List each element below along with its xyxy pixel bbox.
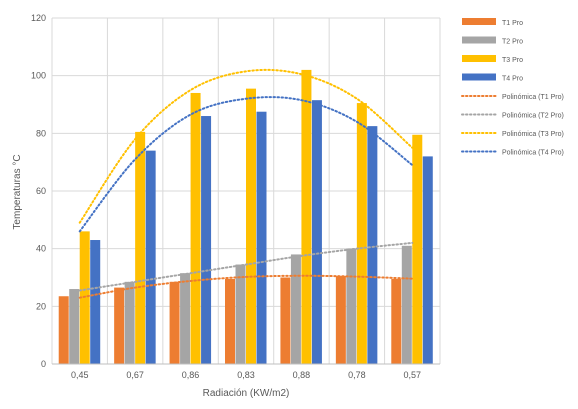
legend-swatch [462,55,496,62]
bars-layer [58,69,433,365]
bar-t4-pro [367,126,378,364]
y-tick-label: 0 [41,359,46,369]
x-tick-label: 0,88 [293,370,311,380]
bar-t1-pro [225,278,235,364]
trendline-polin-mica-t2-pro [78,241,414,292]
x-tick-label: 0,45 [71,370,89,380]
bar-t2-pro [235,264,246,364]
legend-label: Polinómica (T4 Pro) [502,150,564,157]
bar-t2-pro [401,245,412,364]
x-tick-label: 0,57 [404,370,422,380]
bar-t4-pro [90,240,101,364]
legend-swatch [462,18,496,25]
legend-label: Polinómica (T3 Pro) [502,131,564,138]
bar-t2-pro [346,248,357,364]
bar-t3-pro [412,134,423,364]
trendline-polin-mica-t3-pro [78,68,414,224]
bar-t3-pro [190,92,201,364]
bar-t1-pro [58,296,69,364]
y-tick-label: 80 [36,128,46,138]
y-tick-label: 40 [36,244,46,254]
bar-t1-pro [169,281,180,364]
bar-t3-pro [301,69,312,365]
bar-t3-pro [135,131,146,364]
x-axis-title: Radiación (KW/m2) [203,388,290,399]
trendlines-layer [78,68,414,299]
y-tick-label: 100 [31,71,46,81]
bar-t1-pro [114,287,125,364]
legend-label: T2 Pro [502,39,523,46]
bar-t2-pro [69,289,80,364]
bar-t4-pro [256,111,267,364]
bar-t4-pro [311,100,322,365]
bar-t4-pro [201,116,212,365]
axis-layer: 0 20 40 60 80 100 120 0,45 0,67 0,86 0,83 0,88 0,78 0… [31,13,440,380]
bar-t4-pro [145,150,156,364]
x-tick-label: 0,83 [237,370,255,380]
bar-t1-pro [335,276,346,364]
trendline-polin-mica-t1-pro [78,274,414,299]
bar-t2-pro [124,281,135,364]
legend-label: T4 Pro [502,76,523,83]
y-axis-title: Temperaturas °C [12,154,23,229]
bar-t2-pro [180,273,191,364]
y-tick-label: 20 [36,301,46,311]
legend-swatch [462,36,496,44]
legend-label: T3 Pro [502,57,523,64]
legend-label: T1 Pro [502,20,523,27]
bar-t2-pro [290,254,301,364]
y-tick-label: 120 [31,13,46,23]
bar-t3-pro [246,88,256,365]
y-tick-label: 60 [36,186,46,196]
bar-t3-pro [356,103,367,364]
x-tick-label: 0,67 [126,370,144,380]
x-tick-label: 0,86 [182,370,200,380]
bar-t1-pro [391,278,402,364]
trendline-polin-mica-t4-pro [78,96,414,233]
bar-t4-pro [422,156,433,364]
legend-swatch [462,73,496,81]
legend-label: Polinómica (T1 Pro) [502,94,564,101]
legend: T1 Pro T2 Pro T3 Pro T4 Pro Polinómica (T1 P… [461,18,564,157]
bar-t1-pro [280,277,291,364]
legend-label: Polinómica (T2 Pro) [502,113,564,120]
x-tick-label: 0,78 [348,370,366,380]
